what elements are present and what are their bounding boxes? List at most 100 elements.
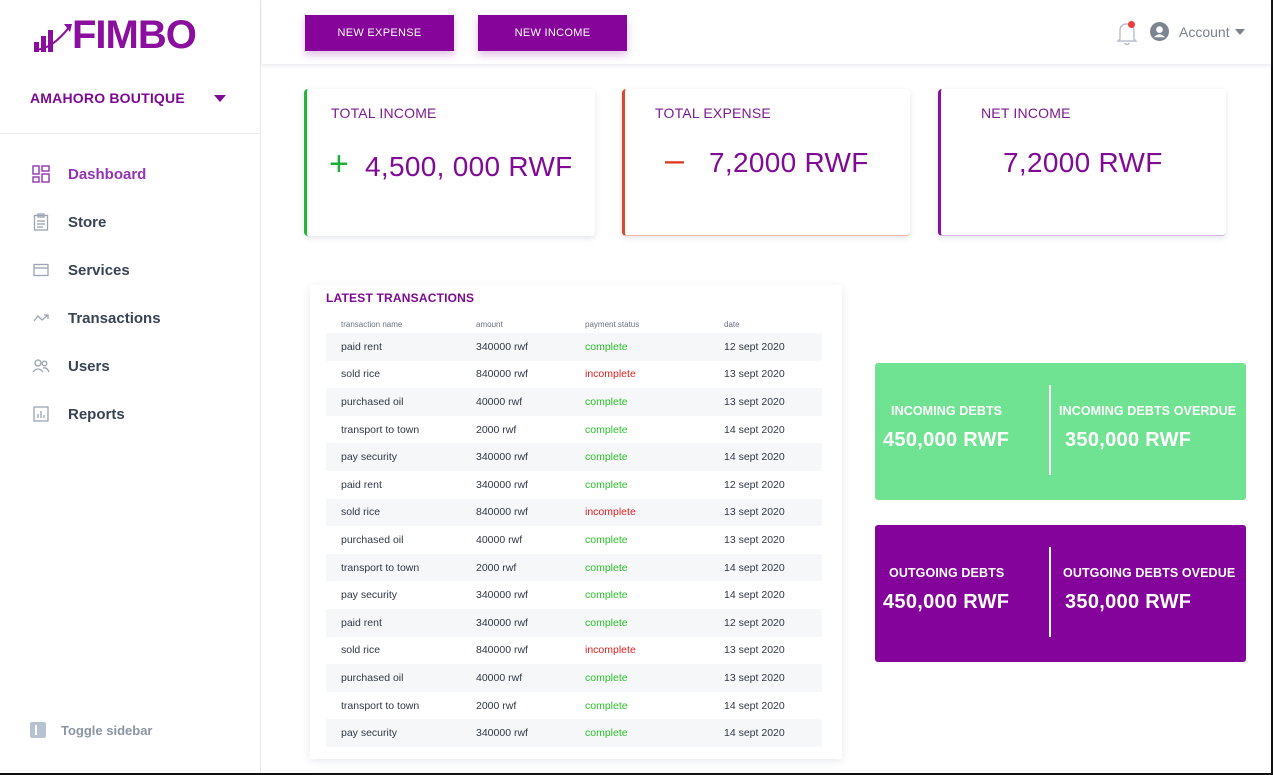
sidebar-item-services[interactable]: Services bbox=[0, 246, 261, 294]
chevron-down-icon bbox=[1234, 28, 1245, 35]
amount-cell: 840000 rwf bbox=[476, 644, 528, 657]
table-row[interactable]: transport to town 2000 rwf complete 14 sept… bbox=[326, 416, 822, 444]
table-row[interactable]: sold rice 840000 rwf incomplete 13 sept 202… bbox=[326, 361, 822, 389]
latest-transactions-title: LATEST TRANSACTIONS bbox=[326, 291, 475, 305]
date-cell: 12 sept 2020 bbox=[724, 478, 785, 491]
sidebar-item-store[interactable]: Store bbox=[0, 198, 261, 246]
panel-divider bbox=[1049, 547, 1051, 637]
sidebar-item-label: Store bbox=[68, 213, 107, 231]
amount-cell: 340000 rwf bbox=[476, 608, 585, 637]
fimbo-logo[interactable]: FIMBO bbox=[32, 13, 197, 57]
date-cell: 13 sept 2020 bbox=[724, 664, 822, 692]
transaction-name-cell: paid rent bbox=[326, 333, 476, 361]
sidebar-item-label: Services bbox=[68, 261, 130, 279]
toggle-sidebar-button[interactable]: Toggle sidebar bbox=[30, 722, 153, 738]
payment-status-cell: complete bbox=[585, 589, 628, 602]
transaction-name-cell: purchased oil bbox=[326, 664, 476, 692]
amount-cell: 2000 rwf bbox=[476, 423, 517, 436]
outgoing-debts-value: 450,000 RWF bbox=[883, 591, 1010, 613]
transaction-name-cell: sold rice bbox=[341, 644, 381, 657]
amount-cell: 2000 rwf bbox=[476, 699, 517, 712]
column-header-status: payment status bbox=[585, 319, 640, 329]
payment-status-cell: incomplete bbox=[585, 644, 636, 657]
amount-cell: 340000 rwf bbox=[476, 333, 585, 361]
sidebar-item-users[interactable]: Users bbox=[0, 342, 261, 390]
logo-mark-icon bbox=[33, 24, 72, 52]
table-row[interactable]: paid rent 340000 rwf complete 12 sept 2020 bbox=[326, 608, 822, 637]
panel-divider bbox=[1049, 385, 1051, 475]
notification-badge bbox=[1128, 21, 1135, 28]
payment-status-cell: complete bbox=[585, 664, 724, 692]
payment-status-cell: complete bbox=[585, 719, 724, 747]
new-expense-button[interactable]: NEW EXPENSE bbox=[305, 15, 454, 51]
incoming-debts-value: 450,000 RWF bbox=[883, 429, 1010, 451]
payment-status-cell: complete bbox=[585, 608, 724, 637]
payment-status-cell: incomplete bbox=[585, 498, 724, 527]
new-income-button[interactable]: NEW INCOME bbox=[478, 15, 627, 51]
sidebar-item-reports[interactable]: Reports bbox=[0, 390, 261, 438]
trend-icon bbox=[32, 309, 50, 327]
net-income-value: 7,2000 RWF bbox=[1003, 147, 1163, 178]
date-cell: 13 sept 2020 bbox=[724, 533, 785, 546]
amount-cell: 40000 rwf bbox=[476, 664, 585, 692]
table-row[interactable]: pay security 340000 rwf complete 14 sept 20… bbox=[326, 581, 822, 609]
account-menu[interactable]: Account bbox=[1150, 22, 1245, 41]
sidebar-toggle-icon bbox=[30, 722, 46, 738]
table-row[interactable]: purchased oil 40000 rwf complete 13 sept 20… bbox=[326, 526, 822, 554]
transaction-name-cell: sold rice bbox=[326, 498, 476, 527]
business-selector[interactable]: AMAHORO BOUTIQUE bbox=[30, 88, 230, 108]
column-header-amount: amount bbox=[476, 319, 503, 329]
top-header: NEW EXPENSE NEW INCOME Account bbox=[262, 0, 1271, 64]
table-row[interactable]: transport to town 2000 rwf complete 14 sept… bbox=[326, 692, 822, 720]
minus-icon: – bbox=[665, 141, 684, 179]
latest-transactions-panel: LATEST TRANSACTIONS transaction name amo… bbox=[310, 285, 842, 759]
payment-status-cell: complete bbox=[585, 388, 724, 416]
incoming-debts-label: INCOMING DEBTS bbox=[891, 404, 1003, 418]
notification-bell-icon[interactable] bbox=[1116, 20, 1138, 46]
sidebar-nav: Dashboard Store Services bbox=[0, 150, 261, 438]
sidebar-item-label: Reports bbox=[68, 405, 125, 423]
users-icon bbox=[32, 357, 50, 375]
table-row[interactable]: sold rice 840000 rwf incomplete 13 sept 202… bbox=[326, 637, 822, 665]
date-cell: 14 sept 2020 bbox=[724, 423, 785, 436]
table-row[interactable]: pay security 340000 rwf complete 14 sept 20… bbox=[326, 443, 822, 471]
sidebar-item-dashboard[interactable]: Dashboard bbox=[0, 150, 261, 198]
date-cell: 14 sept 2020 bbox=[724, 719, 822, 747]
chevron-down-icon bbox=[214, 94, 226, 102]
table-row[interactable]: paid rent 340000 rwf complete 12 sept 2020 bbox=[326, 333, 822, 361]
user-avatar-icon bbox=[1150, 22, 1169, 41]
table-row[interactable]: purchased oil 40000 rwf complete 13 sept 20… bbox=[326, 388, 822, 416]
date-cell: 14 sept 2020 bbox=[724, 589, 785, 602]
total-expense-value: 7,2000 RWF bbox=[709, 147, 869, 178]
card-title: TOTAL INCOME bbox=[331, 105, 437, 121]
table-header-row: transaction name amount payment status d… bbox=[326, 315, 822, 333]
table-row[interactable]: sold rice 840000 rwf incomplete 13 sept 202… bbox=[326, 498, 822, 527]
transaction-name-cell: pay security bbox=[326, 443, 476, 471]
logo-text: FIMBO bbox=[72, 13, 197, 57]
sidebar-item-label: Transactions bbox=[68, 309, 161, 327]
date-cell: 13 sept 2020 bbox=[724, 388, 822, 416]
amount-cell: 2000 rwf bbox=[476, 553, 585, 582]
transaction-name-cell: purchased oil bbox=[341, 533, 404, 546]
sidebar: FIMBO AMAHORO BOUTIQUE Dashboard Store bbox=[0, 0, 261, 773]
date-cell: 12 sept 2020 bbox=[724, 608, 822, 637]
sidebar-divider bbox=[0, 133, 261, 134]
amount-cell: 340000 rwf bbox=[476, 719, 585, 747]
table-row[interactable]: paid rent 340000 rwf complete 12 sept 2020 bbox=[326, 471, 822, 499]
payment-status-cell: complete bbox=[585, 333, 724, 361]
toggle-sidebar-label: Toggle sidebar bbox=[61, 722, 153, 738]
total-income-value: 4,500, 000 RWF bbox=[365, 151, 573, 182]
table-row[interactable]: pay security 340000 rwf complete 14 sept 20… bbox=[326, 719, 822, 747]
outgoing-debts-label: OUTGOING DEBTS bbox=[889, 566, 1005, 580]
sidebar-item-label: Users bbox=[68, 357, 110, 375]
amount-cell: 40000 rwf bbox=[476, 388, 585, 416]
payment-status-cell: complete bbox=[585, 423, 628, 436]
payment-status-cell: complete bbox=[585, 553, 724, 582]
payment-status-cell: complete bbox=[585, 533, 628, 546]
credit-card-icon bbox=[32, 261, 50, 279]
table-row[interactable]: purchased oil 40000 rwf complete 13 sept 20… bbox=[326, 664, 822, 692]
sidebar-item-transactions[interactable]: Transactions bbox=[0, 294, 261, 342]
payment-status-cell: incomplete bbox=[585, 368, 636, 381]
date-cell: 14 sept 2020 bbox=[724, 553, 822, 582]
table-row[interactable]: transport to town 2000 rwf complete 14 sept… bbox=[326, 553, 822, 582]
